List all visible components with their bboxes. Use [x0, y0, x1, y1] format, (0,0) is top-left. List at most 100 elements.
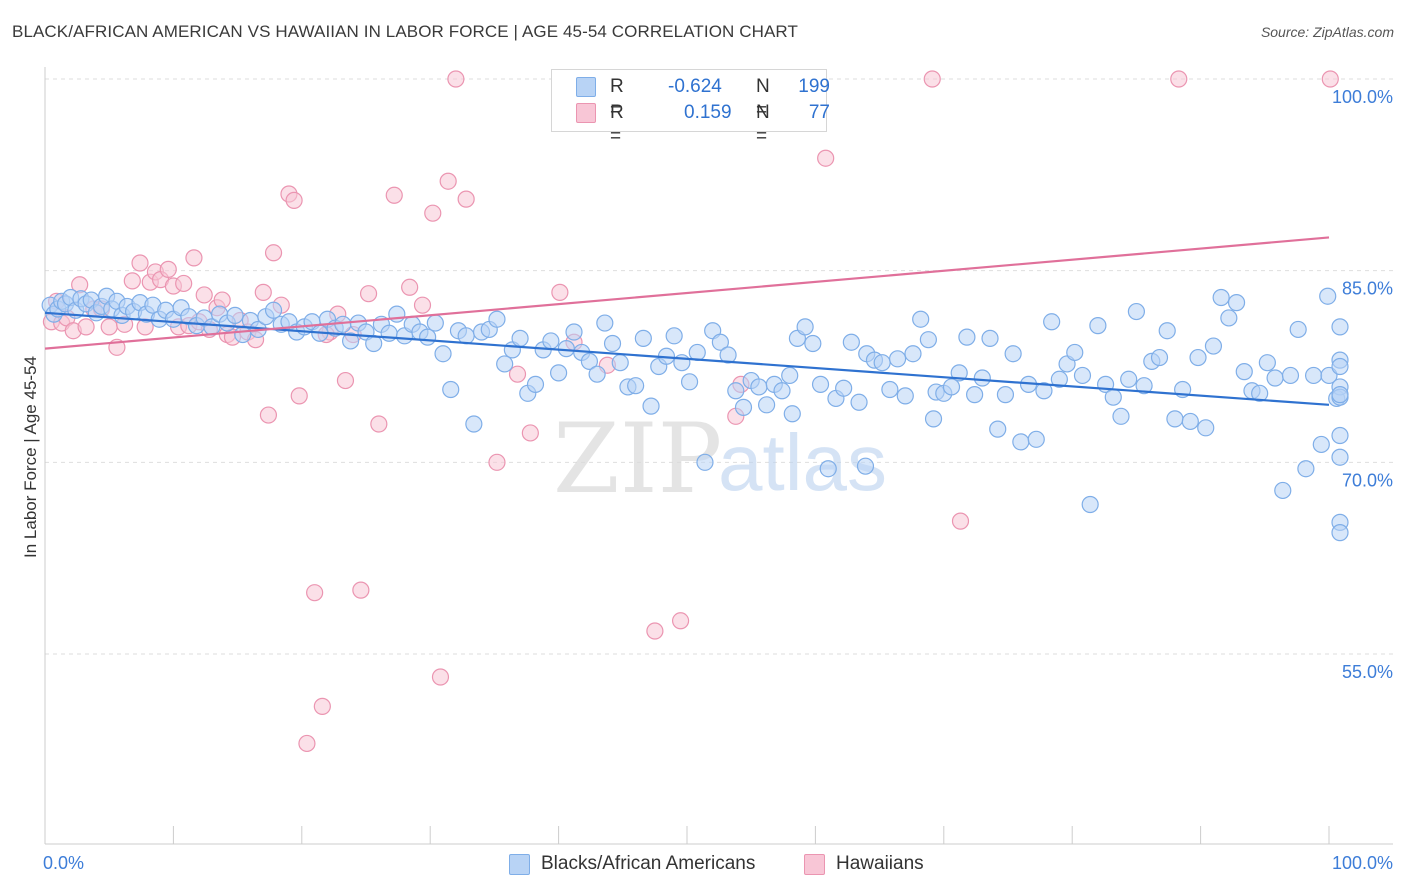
point-blacks	[896, 387, 914, 405]
point-blacks	[750, 378, 768, 396]
point-hawaiians	[306, 584, 324, 602]
correlation-legend: R = -0.624 N = 199 R = 0.159 N = 77	[551, 69, 830, 147]
point-blacks	[1181, 412, 1199, 431]
point-blacks	[557, 340, 575, 358]
point-blacks	[1166, 410, 1184, 428]
point-blacks	[1120, 370, 1138, 388]
point-hawaiians	[385, 186, 403, 204]
point-blacks	[1189, 348, 1207, 367]
point-hawaiians	[413, 296, 432, 314]
point-blacks	[665, 327, 683, 345]
point-blacks	[465, 415, 483, 433]
point-blacks	[989, 420, 1007, 438]
point-blacks	[1073, 366, 1092, 385]
point-blacks	[1266, 369, 1284, 387]
point-blacks	[796, 318, 814, 336]
point-blacks	[634, 329, 652, 347]
point-blacks	[549, 364, 568, 382]
point-blacks	[856, 457, 875, 475]
point-hawaiians	[457, 190, 475, 208]
point-blacks	[1258, 354, 1276, 372]
point-blacks	[719, 346, 737, 364]
bottom-legend-swatch-blacks	[509, 854, 530, 875]
point-blacks	[264, 301, 283, 319]
point-blacks	[904, 345, 922, 363]
point-blacks	[973, 369, 991, 387]
point-blacks	[696, 453, 714, 471]
y-tick-label: 70.0%	[1342, 470, 1393, 490]
point-blacks	[711, 333, 729, 351]
point-hawaiians	[336, 371, 355, 390]
point-blacks	[442, 380, 460, 399]
legend-swatch-hawaiians	[576, 103, 596, 123]
point-blacks	[1112, 407, 1130, 425]
point-blacks	[850, 393, 868, 411]
point-blacks	[773, 382, 791, 400]
point-blacks	[781, 366, 799, 385]
point-blacks	[1331, 524, 1349, 542]
point-hawaiians	[185, 249, 203, 267]
point-hawaiians	[290, 387, 308, 405]
point-blacks	[488, 310, 506, 328]
point-blacks	[580, 352, 599, 370]
point-blacks	[996, 386, 1015, 404]
point-blacks	[966, 386, 984, 404]
legend-r-label: R =	[610, 76, 624, 121]
point-hawaiians	[313, 697, 331, 715]
point-blacks	[1150, 348, 1169, 367]
point-blacks	[1297, 460, 1315, 478]
point-hawaiians	[100, 318, 118, 336]
point-blacks	[542, 332, 560, 350]
point-hawaiians	[1321, 70, 1339, 88]
point-blacks	[888, 350, 907, 368]
point-blacks	[642, 397, 660, 415]
point-blacks	[1197, 419, 1215, 437]
point-blacks	[1304, 366, 1323, 385]
point-blacks	[727, 382, 745, 400]
point-blacks	[924, 410, 943, 428]
point-blacks	[496, 355, 514, 373]
point-blacks	[426, 314, 444, 332]
point-hawaiians	[77, 318, 95, 336]
point-hawaiians	[352, 581, 370, 599]
bottom-legend-label-blacks: Blacks/African Americans	[541, 853, 756, 874]
point-blacks	[1331, 386, 1349, 404]
point-hawaiians	[447, 70, 465, 88]
point-blacks	[1050, 370, 1068, 388]
y-tick-label: 85.0%	[1342, 279, 1393, 299]
trend-line-blacks	[44, 311, 1330, 406]
source-credit: Source: ZipAtlas.com	[1260, 24, 1394, 40]
point-blacks	[1289, 320, 1307, 339]
point-blacks	[1212, 288, 1230, 307]
point-hawaiians	[508, 365, 527, 383]
point-hawaiians	[817, 149, 835, 167]
point-blacks	[758, 396, 776, 414]
point-blacks	[1104, 388, 1122, 406]
point-blacks	[1331, 357, 1349, 376]
point-blacks	[234, 325, 252, 344]
point-hawaiians	[159, 260, 177, 278]
point-hawaiians	[951, 512, 970, 530]
bottom-legend-swatch-hawaiians	[804, 854, 825, 875]
point-blacks	[1081, 495, 1099, 514]
point-blacks	[919, 331, 937, 349]
point-blacks	[783, 405, 801, 423]
point-blacks	[881, 380, 899, 399]
point-blacks	[565, 323, 583, 341]
point-blacks	[457, 327, 475, 345]
point-blacks	[365, 334, 383, 353]
axes	[44, 67, 1393, 845]
point-blacks	[942, 378, 961, 396]
point-blacks	[419, 328, 437, 346]
point-hawaiians	[370, 415, 388, 433]
legend-swatch-blacks	[576, 77, 596, 97]
point-blacks	[873, 354, 891, 372]
point-blacks	[1027, 430, 1045, 448]
grid-lines	[45, 78, 1393, 655]
x-tick-label: 0.0%	[43, 853, 84, 873]
x-tick-label: 100.0%	[1332, 853, 1393, 873]
point-blacks	[226, 306, 244, 324]
point-hawaiians	[646, 622, 664, 640]
point-blacks	[434, 345, 452, 363]
